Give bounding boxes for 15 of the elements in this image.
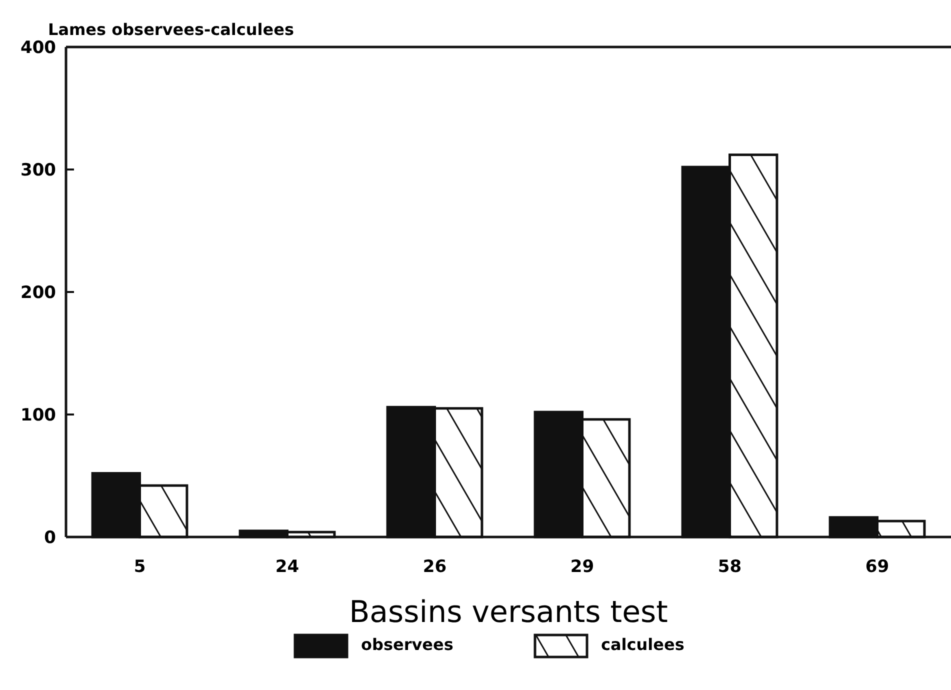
y-tick-label: 200 [20,282,56,303]
x-tick-label: 24 [275,557,300,577]
x-tick-label: 5 [134,557,146,577]
x-tick-label: 69 [865,557,890,577]
y-tick-label: 0 [44,528,56,548]
y-axis-title: Lames observees-calculees [48,20,294,39]
y-tick-label: 400 [20,38,56,58]
x-tick-label: 26 [422,557,447,577]
x-tick-label: 29 [570,557,594,577]
x-tick-label: 58 [718,557,742,577]
y-tick-label: 300 [20,160,56,180]
legend-label: observees [361,635,454,654]
legend-label: calculees [601,635,684,654]
x-axis-title: Bassins versants test [349,595,668,630]
y-tick-label: 100 [20,405,56,426]
